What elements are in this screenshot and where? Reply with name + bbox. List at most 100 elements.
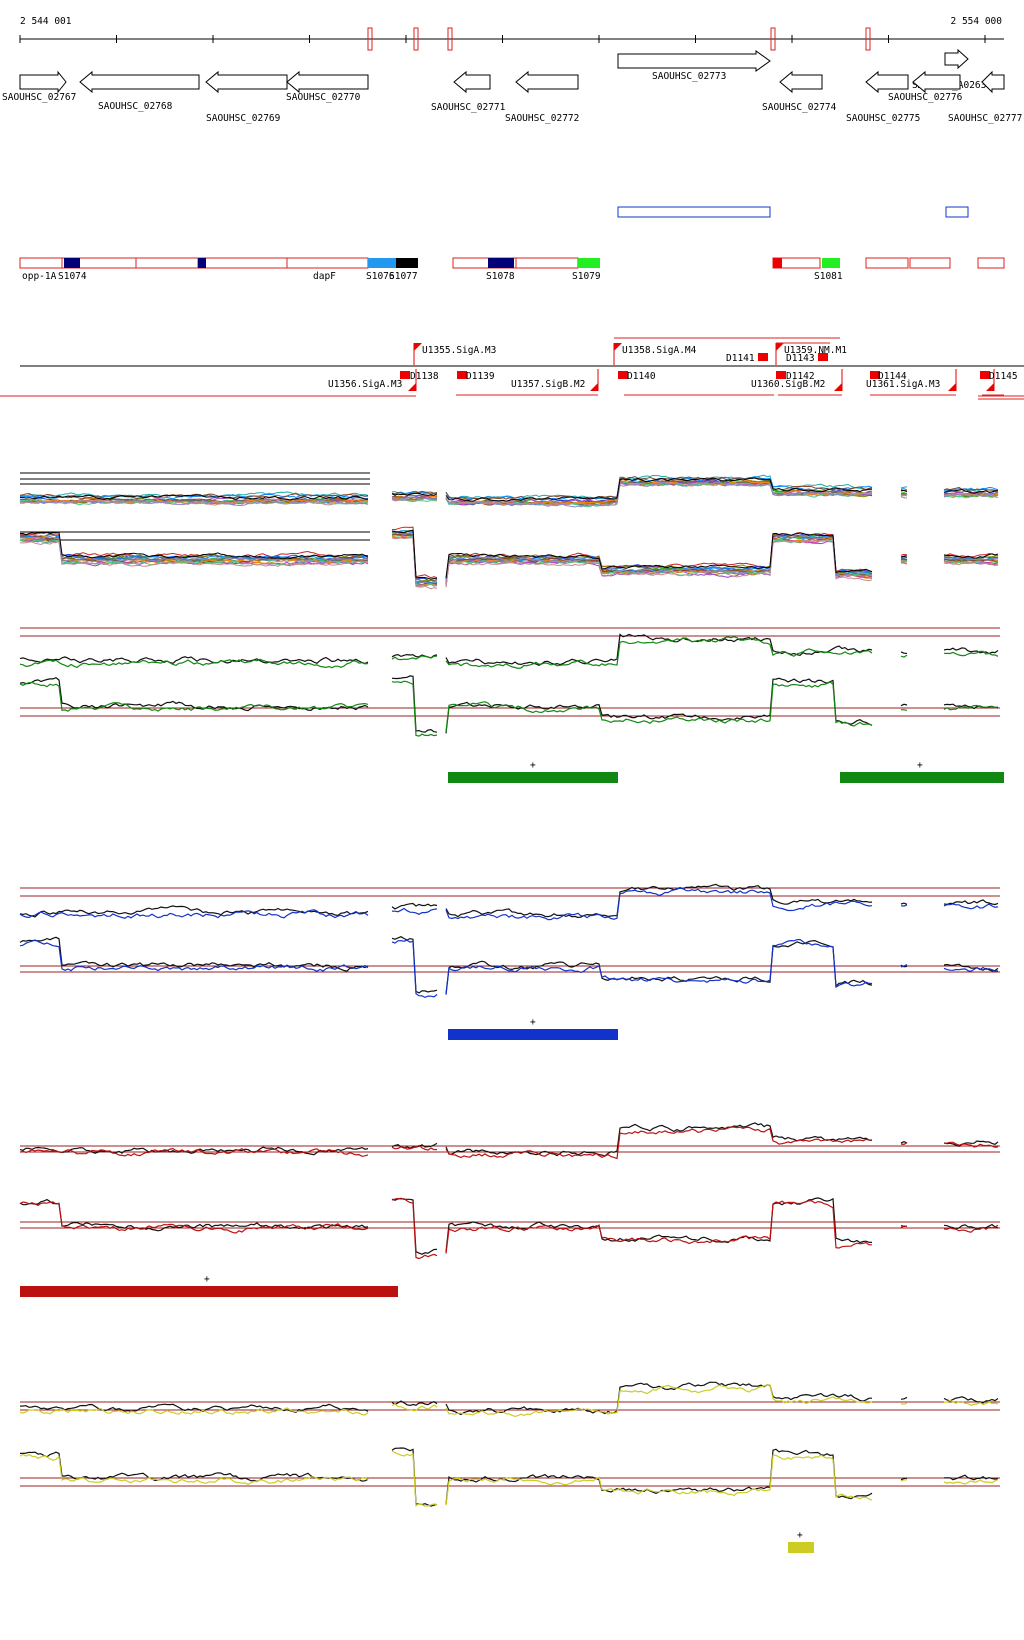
novel-segment-box[interactable] [617, 206, 771, 218]
terminator-block[interactable] [618, 371, 628, 379]
expression-trace [900, 1225, 908, 1229]
expression-trace [900, 964, 908, 968]
gene-arrow[interactable] [19, 70, 67, 94]
yellow-condition-bar[interactable] [788, 1542, 814, 1553]
ruler-highlight[interactable] [770, 27, 776, 51]
transcription-segment[interactable] [909, 257, 951, 269]
expression-trace [445, 938, 873, 995]
terminator-block[interactable] [400, 371, 410, 379]
green-condition-bar[interactable] [448, 772, 618, 783]
expression-trace [900, 558, 908, 561]
expression-trace [900, 964, 908, 968]
yellow-condition-marker: + [797, 1530, 803, 1541]
gene-arrow[interactable] [79, 70, 200, 94]
ruler-highlight[interactable] [447, 27, 453, 51]
promoter-flag[interactable] [614, 343, 622, 351]
expression-trace [391, 496, 438, 500]
end-coordinate-label: 2 554 000 [951, 16, 1003, 27]
terminator-block[interactable] [870, 371, 880, 379]
green-condition-bar[interactable] [840, 772, 1004, 783]
promoter-flag[interactable] [776, 343, 784, 351]
transcription-segment[interactable] [977, 257, 1005, 269]
gene-arrow[interactable] [912, 70, 961, 94]
expression-trace [900, 1402, 908, 1405]
ruler-highlight[interactable] [413, 27, 419, 51]
expression-trace [445, 532, 873, 579]
expression-trace [445, 633, 873, 666]
expression-trace [943, 963, 999, 972]
gene-arrow[interactable] [617, 50, 771, 72]
expression-trace [445, 476, 873, 501]
blue-condition-bar[interactable] [448, 1029, 618, 1040]
gene-label: SAOUHSC_02767 [2, 92, 76, 103]
expression-trace [391, 1144, 438, 1151]
expression-trace [445, 481, 872, 508]
expression-trace [445, 1200, 872, 1254]
promoter-label: U1358.SigA.M4 [622, 345, 697, 356]
segment-feature-block[interactable] [773, 258, 782, 268]
expression-trace [391, 655, 438, 661]
ruler-highlight[interactable] [865, 27, 871, 51]
gene-arrow[interactable] [205, 70, 288, 94]
segment-feature-block[interactable] [368, 258, 396, 268]
gene-label: SAOUHSC_02772 [505, 113, 579, 124]
transcription-segment[interactable] [135, 257, 199, 269]
promoter-flag-reverse[interactable] [834, 383, 842, 391]
gene-arrow[interactable] [779, 70, 823, 94]
expression-trace [900, 489, 908, 493]
expression-trace [20, 532, 368, 559]
expression-trace [391, 492, 438, 496]
expression-trace [943, 556, 998, 561]
expression-trace [391, 1197, 438, 1260]
expression-trace [19, 534, 369, 561]
darkred-condition-bar[interactable] [20, 1286, 398, 1297]
transcription-segment[interactable] [515, 257, 579, 269]
terminator-block[interactable] [758, 353, 768, 361]
gene-arrow[interactable] [453, 70, 491, 94]
expression-trace [900, 562, 908, 565]
transcription-segment[interactable] [19, 257, 63, 269]
terminator-block[interactable] [457, 371, 467, 379]
segment-feature-block[interactable] [198, 258, 206, 268]
expression-trace [943, 650, 999, 657]
transcription-segment[interactable] [197, 257, 288, 269]
gene-arrow[interactable] [944, 48, 969, 70]
gene-label: SAOUHSC_02773 [652, 71, 726, 82]
gene-arrow[interactable] [515, 70, 579, 94]
terminator-label: D1140 [627, 371, 656, 382]
segment-feature-block[interactable] [64, 258, 80, 268]
expression-trace [900, 654, 908, 658]
terminator-block[interactable] [818, 353, 828, 361]
terminator-block[interactable] [980, 371, 990, 379]
gene-label: SAOUHSC_02776 [888, 92, 963, 103]
segment-feature-block[interactable] [488, 258, 514, 268]
expression-trace [900, 703, 908, 707]
ruler-highlight[interactable] [367, 27, 373, 51]
gene-label: SAOUHSC_02770 [286, 92, 361, 103]
expression-trace [900, 1479, 908, 1482]
promoter-flag[interactable] [414, 343, 422, 351]
terminator-label: D1139 [466, 371, 495, 382]
expression-trace [943, 560, 999, 567]
novel-segment-box[interactable] [945, 206, 969, 218]
segment-feature-block[interactable] [578, 258, 600, 268]
promoter-flag-reverse[interactable] [408, 383, 416, 391]
promoter-flag-reverse[interactable] [590, 383, 598, 391]
gene-arrow[interactable] [981, 70, 1005, 94]
promoter-flag-reverse[interactable] [986, 383, 994, 391]
terminator-label: D1142 [786, 371, 815, 382]
expression-trace [943, 1399, 999, 1406]
segment-feature-block[interactable] [822, 258, 840, 268]
segments-track: opp-1A S1074 dapF S1076 S1077 S1078 S107… [19, 206, 1005, 282]
terminator-label: D1141 [726, 353, 755, 364]
expression-trace [943, 1140, 999, 1147]
promoter-flag-reverse[interactable] [948, 383, 956, 391]
transcription-segment[interactable] [286, 257, 369, 269]
terminator-block[interactable] [776, 371, 786, 379]
gene-arrow[interactable] [286, 70, 369, 94]
segment-label: dapF [313, 271, 336, 282]
segment-feature-block[interactable] [396, 258, 418, 268]
transcription-segment[interactable] [865, 257, 909, 269]
expression-trace [19, 1146, 369, 1156]
gene-arrow[interactable] [865, 70, 909, 94]
